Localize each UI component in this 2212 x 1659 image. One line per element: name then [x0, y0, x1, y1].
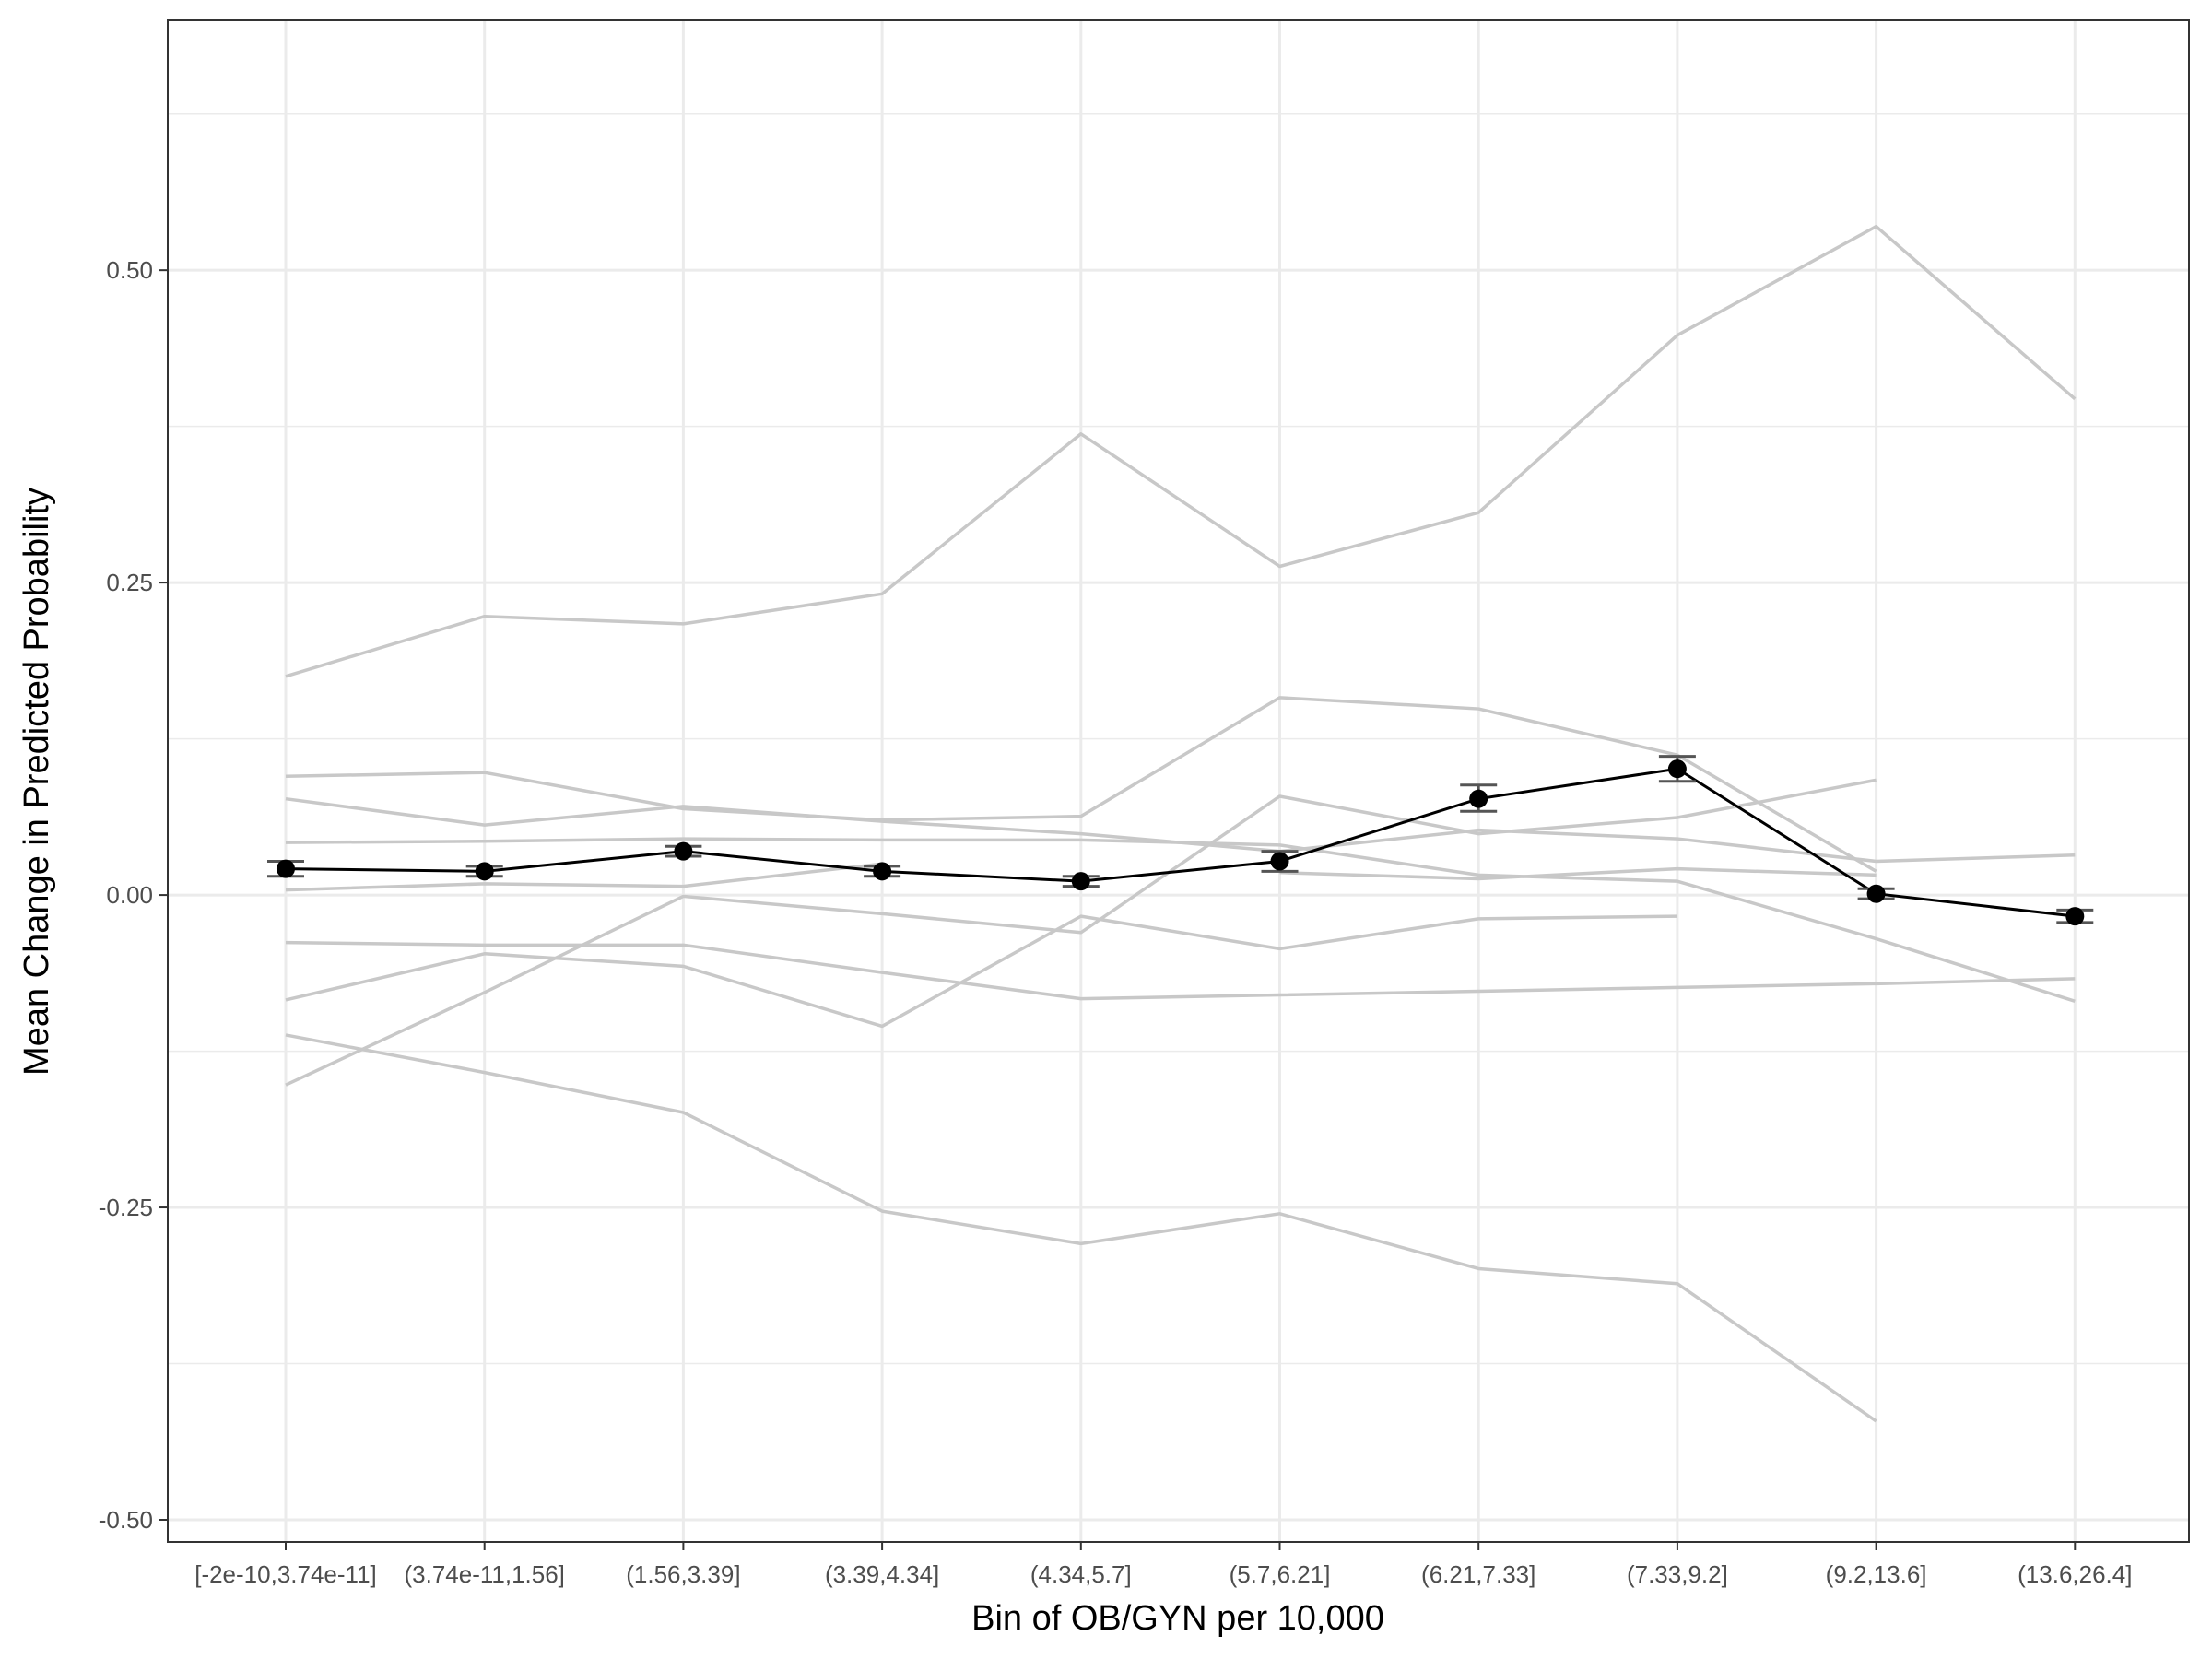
- background-series-line: [1279, 866, 1877, 881]
- y-tick-label: -0.25: [99, 1194, 153, 1221]
- x-tick-label: (3.74e-11,1.56]: [404, 1560, 564, 1588]
- y-tick-label: 0.50: [106, 256, 153, 284]
- x-tick-label: (6.21,7.33]: [1421, 1560, 1535, 1588]
- x-tick-label: (9.2,13.6]: [1826, 1560, 1927, 1588]
- background-series-line: [285, 914, 1677, 1029]
- mean-point: [1071, 872, 1090, 891]
- mean-point: [1667, 759, 1687, 779]
- mean-series-group: [267, 755, 2094, 926]
- y-axis-title: Mean Change in Predicted Probability: [18, 488, 56, 1076]
- mean-point: [1469, 789, 1488, 808]
- mean-point: [475, 862, 494, 881]
- background-series-line: [285, 224, 2077, 678]
- x-tick-label: (1.56,3.39]: [626, 1560, 740, 1588]
- mean-series-line: [285, 767, 2076, 918]
- x-tick-label: (3.39,4.34]: [825, 1560, 939, 1588]
- background-series-line: [285, 1033, 1877, 1423]
- mean-point: [1866, 884, 1886, 903]
- background-series-line: [285, 696, 1877, 873]
- panel-background: [168, 20, 2189, 1542]
- mean-point: [276, 859, 295, 878]
- y-tick-label: 0.00: [106, 881, 153, 909]
- x-tick-label: [-2e-10,3.74e-11]: [194, 1560, 377, 1588]
- y-tick-label: 0.25: [106, 569, 153, 596]
- x-tick-label: (4.34,5.7]: [1030, 1560, 1132, 1588]
- mean-point: [1270, 852, 1289, 871]
- x-tick-label: (5.7,6.21]: [1230, 1560, 1331, 1588]
- x-axis-title: Bin of OB/GYN per 10,000: [971, 1599, 1384, 1638]
- background-series-group: [285, 224, 2077, 1423]
- x-tick-label: (13.6,26.4]: [2018, 1560, 2132, 1588]
- mean-point: [873, 862, 892, 881]
- panel-border: [167, 19, 2190, 1543]
- mean-point: [2065, 907, 2085, 926]
- background-series-line: [285, 837, 2076, 1003]
- x-tick-label: (7.33,9.2]: [1627, 1560, 1728, 1588]
- mean-point: [674, 841, 693, 861]
- background-series-line: [285, 778, 1877, 1087]
- background-series-line: [285, 940, 2076, 1001]
- y-tick-label: -0.50: [99, 1506, 153, 1534]
- axes: -0.50 -0.25 0.00 0.25 0.50 [-2e-10,3.74e-11] (…: [99, 256, 2133, 1588]
- background-series-line: [285, 862, 883, 892]
